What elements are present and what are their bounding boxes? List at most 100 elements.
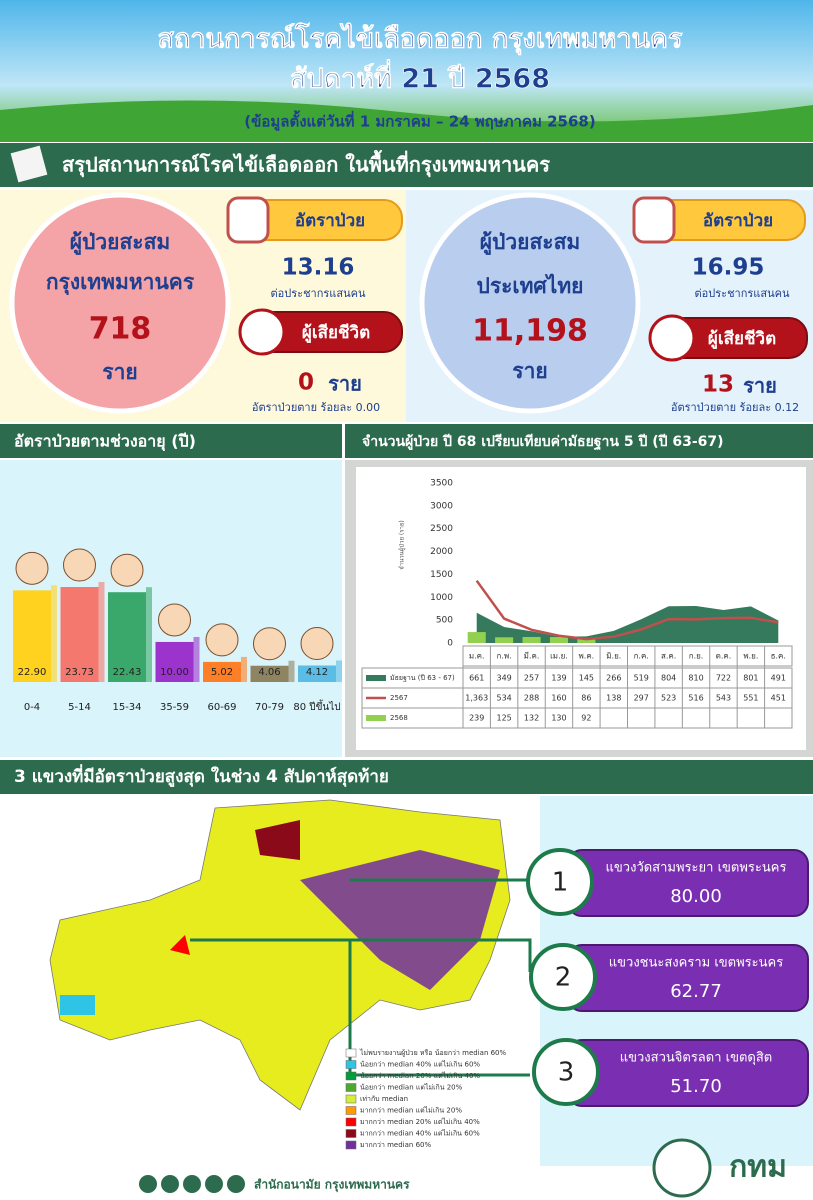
table-value: 1,363: [465, 694, 488, 703]
logo-emblem: [652, 1138, 712, 1198]
legend-label: มากกว่า median แต่ไม่เกิน 20%: [360, 1106, 462, 1115]
category-label: พ.ค.: [579, 652, 595, 661]
map-region: [60, 995, 95, 1015]
table-value: 297: [634, 694, 649, 703]
bkk-circle: [9, 192, 231, 414]
table-value: 138: [606, 694, 621, 703]
value-label: 10.00: [160, 667, 189, 678]
bar-side: [146, 587, 152, 682]
th-rate-unit: ต่อประชากรแสนคน: [695, 287, 790, 300]
legend-swatch: [345, 1083, 357, 1092]
subtitle: สัปดาห์ที่ 21 ปี 2568: [290, 59, 550, 95]
bkk-rate: 13.16: [282, 255, 355, 281]
bkk-rate-unit: ต่อประชากรแสนคน: [271, 287, 366, 300]
legend-key: [366, 715, 386, 721]
person-figure: [158, 603, 191, 637]
date-range: (ข้อมูลตั้งแต่วันที่ 1 มกราคม – 24 พฤษภา…: [244, 110, 595, 132]
legend-label: น้อยกว่า median 20% แต่ไม่เกิน 40%: [360, 1071, 480, 1080]
legend-swatch: [345, 1094, 357, 1104]
table-value: 543: [716, 694, 731, 703]
bar-side: [193, 636, 200, 682]
monthly-header: [345, 424, 813, 458]
district-name: แขวงสวนจิตรลดา เขตดุสิต: [620, 1051, 773, 1066]
bar-side: [98, 582, 105, 682]
legend-swatch: [345, 1117, 357, 1127]
grass: [0, 100, 813, 142]
table-value: 266: [606, 674, 621, 683]
age-title: อัตราป่วยตามช่วงอายุ (ปี): [14, 432, 196, 452]
table-value: 257: [524, 674, 539, 683]
person-figure: [300, 627, 334, 661]
table-value: 92: [581, 714, 591, 723]
table-value: 661: [469, 674, 484, 683]
bkk-death-label: ผู้เสียชีวิต: [302, 322, 370, 344]
bar: [13, 590, 51, 682]
table-value: 801: [743, 674, 758, 683]
legend-swatch: [345, 1071, 357, 1081]
section-title: สรุปสถานการณ์โรคไข้เลือดออก ในพื้นที่กรุ…: [62, 150, 550, 178]
map-region: [300, 850, 500, 990]
rank-number: 3: [558, 1058, 575, 1088]
bkk-cases: 718: [89, 312, 152, 347]
legend-swatch: [345, 1048, 357, 1058]
value-label: 23.73: [65, 667, 94, 678]
section-bar: [0, 143, 813, 187]
table-value: 125: [496, 714, 511, 723]
rank-number: 1: [552, 868, 569, 898]
y-axis-label: จำนวนผู้ป่วย (ราย): [399, 520, 406, 569]
hospital-icon: [226, 196, 270, 244]
bkk-unit: ราย: [102, 360, 137, 384]
hospital-icon: [632, 196, 676, 244]
logo-text: กทม: [729, 1150, 787, 1185]
person-figure: [15, 551, 49, 585]
y-tick-label: 3000: [430, 501, 453, 511]
table-value: 551: [743, 694, 758, 703]
value-label: 4.06: [258, 667, 280, 678]
category-label: ก.พ.: [497, 652, 512, 661]
table-value: 523: [661, 694, 676, 703]
map-region: [170, 935, 190, 955]
district-name: แขวงชนะสงคราม เขตพระนคร: [609, 956, 783, 971]
y-tick-label: 0: [447, 639, 453, 649]
social-icon: [183, 1175, 201, 1193]
bar: [108, 592, 146, 682]
category-label: ก.ย.: [689, 652, 704, 661]
rank-circle: [529, 943, 597, 1011]
footer-org: สำนักอนามัย กรุงเทพมหานคร: [254, 1178, 410, 1193]
table-value: 491: [771, 674, 786, 683]
legend-label: น้อยกว่า median 40% แต่ไม่เกิน 60%: [360, 1060, 480, 1069]
legend-label: มัธยฐาน (ปี 63 - 67): [390, 674, 455, 682]
category-label: ก.ค.: [634, 652, 649, 661]
map-title: 3 แขวงที่มีอัตราป่วยสูงสุด ในช่วง 4 สัปด…: [14, 764, 389, 788]
bkk-death-unit: ราย: [328, 372, 362, 396]
category-label: 15-34: [112, 702, 141, 713]
bkk-label2: กรุงเทพมหานคร: [46, 270, 195, 296]
bar: [467, 632, 486, 643]
category-label: พ.ย.: [743, 652, 758, 661]
table-value: 139: [551, 674, 566, 683]
social-icon: [161, 1175, 179, 1193]
rank-circle: [532, 1038, 600, 1106]
legend-swatch: [345, 1106, 357, 1115]
district-rate: 80.00: [670, 886, 722, 907]
bar: [495, 637, 514, 643]
y-tick-label: 1000: [430, 593, 453, 603]
th-deaths: 13: [702, 372, 734, 398]
legend-label: มากกว่า median 20% แต่ไม่เกิน 40%: [360, 1117, 480, 1126]
legend-swatch: [345, 1129, 357, 1138]
legend-label: น้อยกว่า median แต่ไม่เกิน 20%: [360, 1083, 463, 1092]
title: สถานการณ์โรคไข้เลือดออก กรุงเทพมหานคร: [158, 22, 683, 56]
table-value: 810: [688, 674, 703, 683]
value-label: 22.90: [18, 667, 47, 678]
y-tick-label: 3500: [430, 479, 453, 489]
table-value: 160: [551, 694, 566, 703]
legend-swatch: [345, 1140, 357, 1150]
social-icon: [227, 1175, 245, 1193]
person-figure: [253, 627, 286, 661]
table-value: 239: [469, 714, 484, 723]
table-value: 516: [688, 694, 703, 703]
th-label2: ประเทศไทย: [477, 273, 584, 298]
legend-label: 2568: [390, 714, 408, 722]
legend-label: 2567: [390, 694, 408, 702]
